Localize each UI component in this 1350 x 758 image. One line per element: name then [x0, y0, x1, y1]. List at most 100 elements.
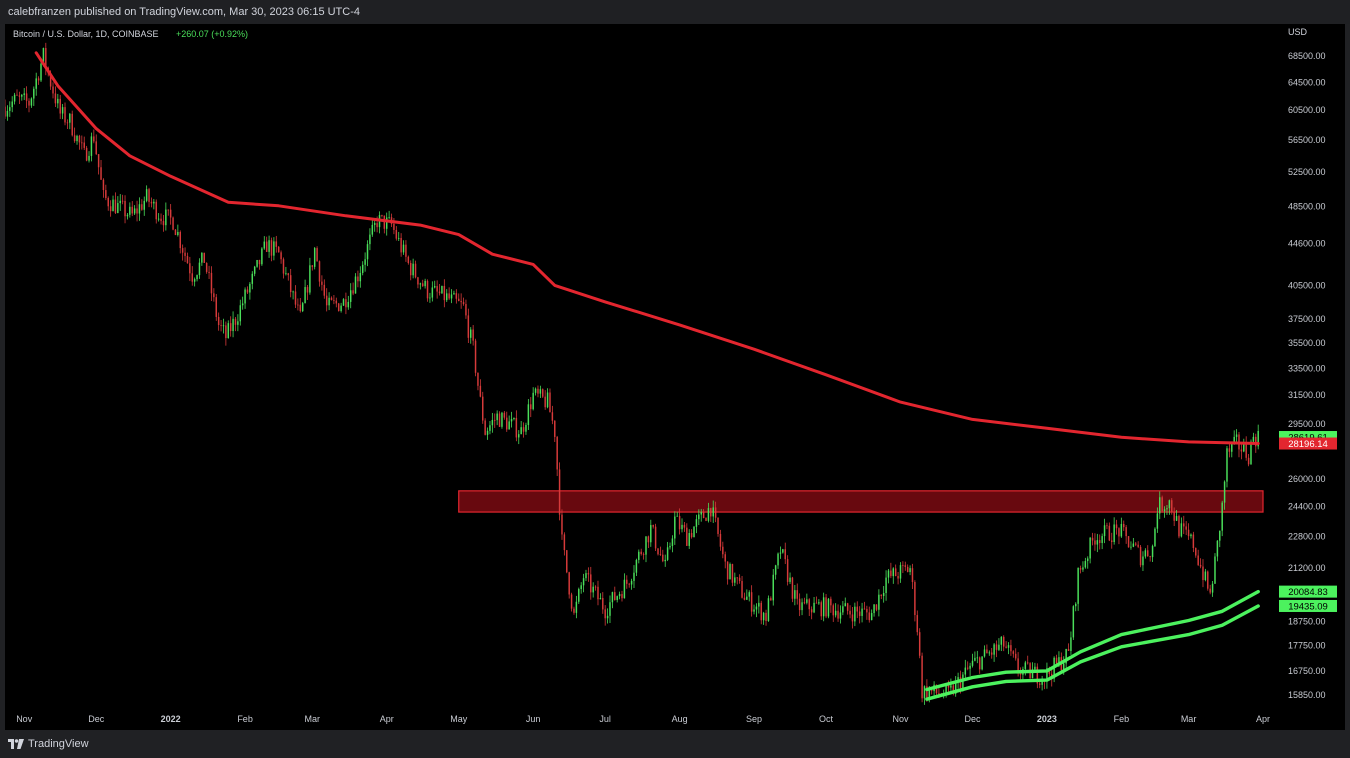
candle-body	[282, 259, 285, 274]
candle-body	[1127, 536, 1130, 548]
candle-body	[786, 559, 789, 582]
chart-frame[interactable]: 68500.00 64500.00 60500.00 56500.00 52500.00…	[5, 24, 1345, 730]
candle-body	[383, 215, 386, 229]
candle-body	[580, 585, 582, 590]
candle-body	[23, 93, 25, 95]
candle-body	[251, 273, 254, 284]
candle-body	[858, 611, 861, 616]
candle-body	[928, 690, 931, 699]
candle-body	[1108, 525, 1111, 541]
candle-body	[789, 577, 791, 582]
candle-body	[424, 280, 426, 287]
candle-body	[45, 48, 47, 68]
candle-body	[628, 583, 630, 585]
candle-body	[323, 284, 326, 296]
candle-body	[448, 293, 450, 299]
candle-body	[918, 632, 921, 656]
candle-body	[1214, 556, 1216, 584]
candle-body	[1000, 636, 1003, 645]
candle-body	[532, 392, 534, 410]
price-chart[interactable]: 68500.00 64500.00 60500.00 56500.00 52500.00…	[5, 24, 1345, 730]
candle-body	[203, 252, 206, 263]
candle-body	[57, 98, 59, 104]
candle-body	[33, 88, 35, 99]
candle-body	[594, 586, 597, 588]
candle-body	[1257, 430, 1259, 447]
chart-title: Bitcoin / U.S. Dollar, 1D, COINBASE	[13, 29, 159, 39]
x-tick-label: May	[450, 714, 468, 724]
candle-body	[369, 234, 371, 245]
candle-body	[42, 48, 45, 64]
candle-body	[1144, 550, 1147, 557]
candle-body	[1125, 527, 1127, 537]
candle-body	[1046, 668, 1048, 682]
candle-body	[513, 417, 515, 419]
candle-body	[875, 604, 878, 610]
candle-body	[25, 93, 28, 101]
candle-body	[818, 602, 820, 604]
candle-body	[239, 305, 242, 322]
candle-body	[174, 229, 177, 236]
candle-body	[155, 201, 157, 220]
publisher-text: calebfranzen published on TradingView.co…	[8, 6, 361, 18]
candle-body	[88, 155, 90, 161]
candle-body	[854, 606, 856, 622]
candle-body	[698, 514, 700, 520]
candle-body	[1233, 436, 1235, 444]
candle-body	[280, 252, 282, 260]
candle-body	[779, 552, 782, 554]
candle-body	[585, 573, 587, 579]
candle-body	[849, 610, 851, 615]
candle-body	[743, 597, 746, 600]
candle-body	[556, 436, 558, 470]
candle-body	[491, 419, 494, 426]
candle-body	[78, 135, 81, 143]
candle-body	[1120, 523, 1123, 537]
candle-body	[153, 201, 155, 204]
candle-body	[1103, 525, 1106, 537]
y-tick-label: 33500.00	[1288, 363, 1326, 373]
candle-body	[914, 582, 916, 616]
candle-body	[285, 273, 287, 275]
candle-body	[717, 517, 719, 534]
candle-body	[770, 598, 772, 601]
candle-body	[1041, 679, 1043, 685]
candle-body	[143, 200, 145, 210]
candle-body	[705, 518, 707, 521]
candle-body	[1096, 540, 1099, 545]
candle-body	[885, 577, 887, 594]
candle-body	[686, 527, 688, 546]
candle-body	[114, 199, 117, 213]
publisher-header: calebfranzen published on TradingView.co…	[0, 0, 1350, 24]
candle-body	[133, 208, 136, 214]
candle-body	[827, 598, 830, 617]
candle-body	[1137, 544, 1139, 547]
candle-body	[544, 396, 546, 408]
candle-body	[484, 420, 486, 435]
candle-body	[1099, 540, 1101, 543]
candle-body	[635, 559, 638, 573]
candle-body	[1175, 516, 1178, 521]
candle-body	[822, 597, 825, 617]
candle-body	[429, 297, 431, 299]
tradingview-logo[interactable]: TradingView	[8, 738, 89, 750]
y-tick-label: 16750.00	[1288, 666, 1326, 676]
candle-body	[186, 255, 189, 264]
candle-body	[477, 372, 479, 386]
candle-body	[273, 241, 275, 256]
candle-body	[1209, 588, 1211, 593]
candle-body	[1187, 529, 1190, 537]
candle-body	[261, 248, 263, 265]
candle-body	[1031, 669, 1034, 679]
candle-body	[397, 237, 400, 239]
candle-body	[222, 325, 225, 327]
x-tick-label: 2022	[161, 714, 181, 724]
candle-body	[169, 209, 172, 218]
candle-body	[37, 78, 40, 81]
candle-body	[321, 281, 323, 285]
x-tick-label: Mar	[305, 714, 321, 724]
candle-body	[832, 605, 835, 616]
candle-body	[990, 652, 993, 655]
candle-body	[839, 612, 842, 619]
candle-body	[851, 614, 854, 622]
